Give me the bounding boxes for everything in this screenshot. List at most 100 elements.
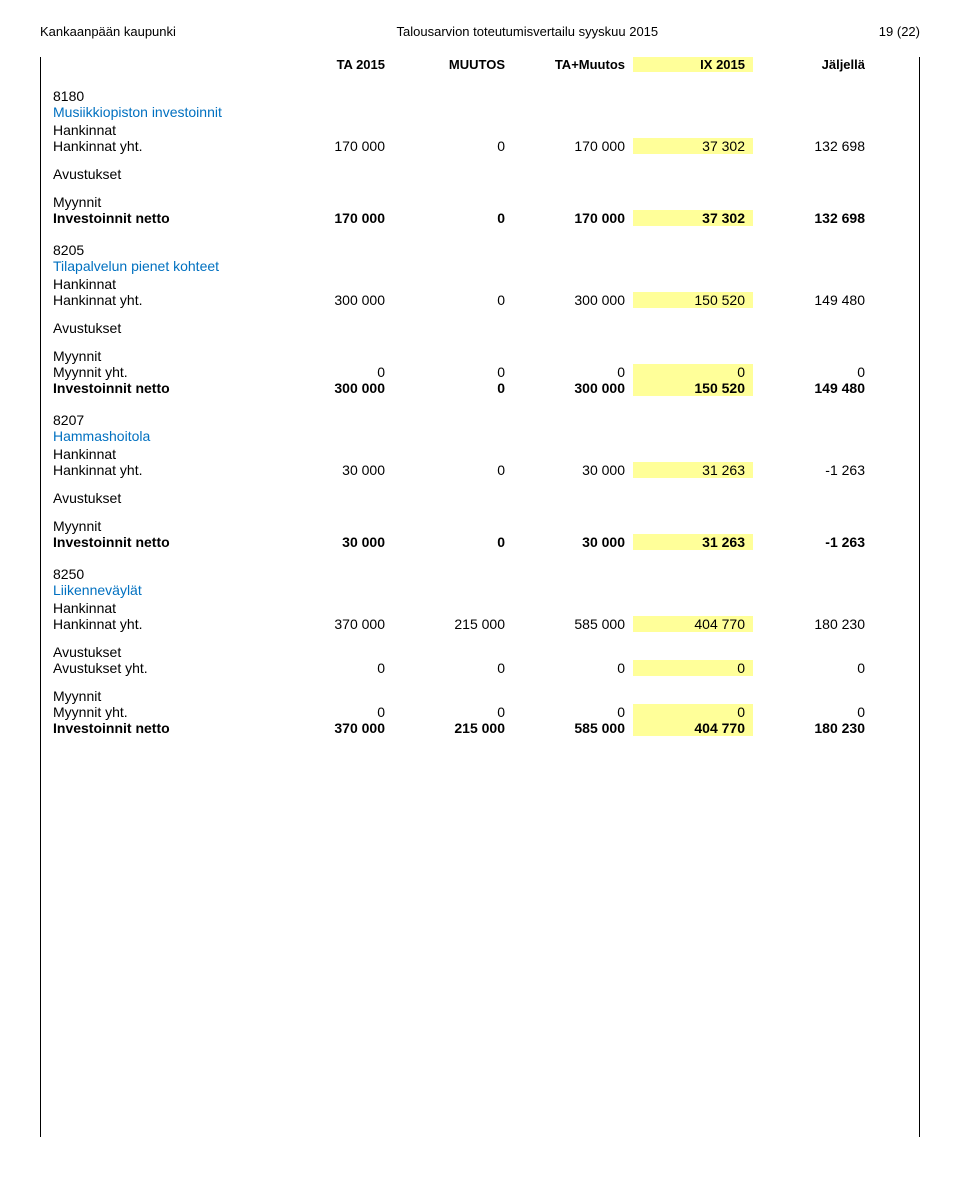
cell: 30 000 <box>273 462 393 478</box>
section-8250: 8250 Liikenneväylät Hankinnat Hankinnat … <box>41 566 919 736</box>
content-frame: TA 2015 MUUTOS TA+Muutos IX 2015 Jäljell… <box>40 57 920 1137</box>
section-title: Hammashoitola <box>53 428 919 444</box>
section-code: 8250 <box>53 566 919 582</box>
cell: 180 230 <box>753 616 873 632</box>
cell: 370 000 <box>273 720 393 736</box>
row-investoinnit-netto: Investoinnit netto 30 000 0 30 000 31 26… <box>53 534 919 550</box>
cell: 30 000 <box>513 462 633 478</box>
row-label: Hankinnat yht. <box>53 292 273 308</box>
cell: 300 000 <box>513 380 633 396</box>
cell: 30 000 <box>513 534 633 550</box>
cell: 149 480 <box>753 292 873 308</box>
cell: 170 000 <box>273 210 393 226</box>
section-title: Liikenneväylät <box>53 582 919 598</box>
label-avustukset: Avustukset <box>53 166 919 182</box>
row-label: Myynnit yht. <box>53 704 273 720</box>
header-center: Talousarvion toteutumisvertailu syyskuu … <box>397 24 659 39</box>
row-label: Investoinnit netto <box>53 534 273 550</box>
label-avustukset: Avustukset <box>53 644 919 660</box>
cell: 0 <box>393 364 513 380</box>
cell-highlighted: 150 520 <box>633 292 753 308</box>
row-label: Myynnit yht. <box>53 364 273 380</box>
col-header-jaljella: Jäljellä <box>753 57 873 72</box>
label-avustukset: Avustukset <box>53 320 919 336</box>
cell: 0 <box>393 210 513 226</box>
cell: 132 698 <box>753 210 873 226</box>
cell: 180 230 <box>753 720 873 736</box>
cell-highlighted: 37 302 <box>633 210 753 226</box>
col-header-muutos: MUUTOS <box>393 57 513 72</box>
cell: 585 000 <box>513 720 633 736</box>
cell: 0 <box>513 704 633 720</box>
cell-highlighted: 404 770 <box>633 720 753 736</box>
label-myynnit: Myynnit <box>53 348 919 364</box>
row-label: Investoinnit netto <box>53 210 273 226</box>
cell-highlighted: 31 263 <box>633 534 753 550</box>
label-myynnit: Myynnit <box>53 518 919 534</box>
cell: 300 000 <box>273 292 393 308</box>
label-hankinnat: Hankinnat <box>53 276 919 292</box>
label-hankinnat: Hankinnat <box>53 600 919 616</box>
cell: 0 <box>273 660 393 676</box>
cell: 0 <box>513 364 633 380</box>
header-right: 19 (22) <box>879 24 920 39</box>
section-8205: 8205 Tilapalvelun pienet kohteet Hankinn… <box>41 242 919 396</box>
cell-highlighted: 404 770 <box>633 616 753 632</box>
section-8180: 8180 Musiikkiopiston investoinnit Hankin… <box>41 88 919 226</box>
cell: 30 000 <box>273 534 393 550</box>
row-investoinnit-netto: Investoinnit netto 170 000 0 170 000 37 … <box>53 210 919 226</box>
cell: 170 000 <box>513 210 633 226</box>
cell: 0 <box>393 380 513 396</box>
section-code: 8207 <box>53 412 919 428</box>
cell: -1 263 <box>753 534 873 550</box>
cell: 0 <box>753 364 873 380</box>
cell-highlighted: 37 302 <box>633 138 753 154</box>
cell: 170 000 <box>273 138 393 154</box>
cell: 215 000 <box>393 616 513 632</box>
row-label: Investoinnit netto <box>53 720 273 736</box>
cell: -1 263 <box>753 462 873 478</box>
label-avustukset: Avustukset <box>53 490 919 506</box>
col-spacer <box>53 57 273 72</box>
cell: 0 <box>273 364 393 380</box>
row-label: Hankinnat yht. <box>53 616 273 632</box>
row-label: Hankinnat yht. <box>53 138 273 154</box>
cell: 370 000 <box>273 616 393 632</box>
cell: 0 <box>513 660 633 676</box>
row-myynnit-yht: Myynnit yht. 0 0 0 0 0 <box>53 704 919 720</box>
cell-highlighted: 0 <box>633 704 753 720</box>
cell: 0 <box>393 138 513 154</box>
label-myynnit: Myynnit <box>53 688 919 704</box>
cell: 0 <box>753 704 873 720</box>
row-label: Hankinnat yht. <box>53 462 273 478</box>
row-hankinnat-yht: Hankinnat yht. 170 000 0 170 000 37 302 … <box>53 138 919 154</box>
cell: 300 000 <box>273 380 393 396</box>
row-investoinnit-netto: Investoinnit netto 370 000 215 000 585 0… <box>53 720 919 736</box>
row-hankinnat-yht: Hankinnat yht. 370 000 215 000 585 000 4… <box>53 616 919 632</box>
cell: 132 698 <box>753 138 873 154</box>
page-header: Kankaanpään kaupunki Talousarvion toteut… <box>40 24 920 39</box>
section-title: Musiikkiopiston investoinnit <box>53 104 919 120</box>
row-label: Avustukset yht. <box>53 660 273 676</box>
label-hankinnat: Hankinnat <box>53 446 919 462</box>
cell: 0 <box>753 660 873 676</box>
cell-highlighted: 31 263 <box>633 462 753 478</box>
cell-highlighted: 0 <box>633 660 753 676</box>
cell: 149 480 <box>753 380 873 396</box>
row-myynnit-yht: Myynnit yht. 0 0 0 0 0 <box>53 364 919 380</box>
section-code: 8205 <box>53 242 919 258</box>
label-hankinnat: Hankinnat <box>53 122 919 138</box>
row-hankinnat-yht: Hankinnat yht. 30 000 0 30 000 31 263 -1… <box>53 462 919 478</box>
cell: 0 <box>273 704 393 720</box>
cell: 0 <box>393 462 513 478</box>
cell: 0 <box>393 292 513 308</box>
label-myynnit: Myynnit <box>53 194 919 210</box>
section-code: 8180 <box>53 88 919 104</box>
cell: 0 <box>393 660 513 676</box>
row-investoinnit-netto: Investoinnit netto 300 000 0 300 000 150… <box>53 380 919 396</box>
row-hankinnat-yht: Hankinnat yht. 300 000 0 300 000 150 520… <box>53 292 919 308</box>
col-header-ix2015: IX 2015 <box>633 57 753 72</box>
section-8207: 8207 Hammashoitola Hankinnat Hankinnat y… <box>41 412 919 550</box>
cell: 0 <box>393 704 513 720</box>
cell: 300 000 <box>513 292 633 308</box>
